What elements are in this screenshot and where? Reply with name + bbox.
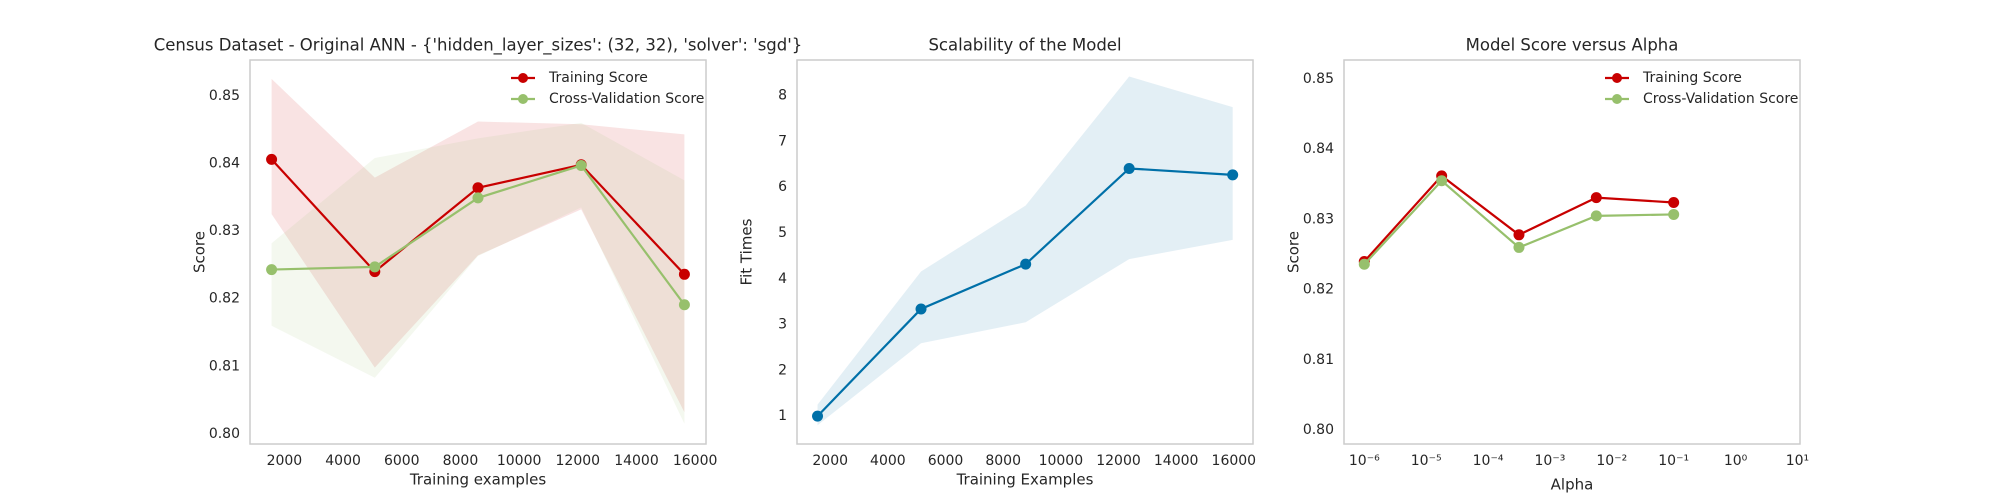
marker	[266, 153, 278, 165]
legend-marker	[518, 94, 528, 104]
x-tick-label: 2000	[267, 453, 303, 469]
x-tick-label: 8000	[985, 453, 1021, 469]
marker	[1668, 208, 1680, 220]
marker	[1227, 169, 1239, 181]
marker	[472, 182, 484, 194]
x-axis-label: Alpha	[1551, 476, 1594, 494]
marker	[369, 261, 381, 273]
x-tick-label: 10000	[497, 453, 542, 469]
x-tick-label: 8000	[443, 453, 479, 469]
x-tick-label: 10⁻⁶	[1349, 453, 1380, 469]
x-tick-label: 14000	[1154, 453, 1199, 469]
legend-marker	[1612, 94, 1622, 104]
y-tick-label: 8	[778, 88, 787, 104]
x-tick-label: 4000	[870, 453, 906, 469]
marker	[678, 268, 690, 280]
marker	[678, 299, 690, 311]
marker	[266, 264, 278, 276]
y-tick-label: 0.81	[209, 358, 240, 374]
x-tick-label: 12000	[556, 453, 601, 469]
x-tick-label: 10⁻⁵	[1411, 453, 1442, 469]
legend-label: Training Score	[1642, 70, 1742, 86]
plot-area	[796, 59, 1254, 445]
x-tick-label: 2000	[812, 453, 848, 469]
marker	[1513, 229, 1525, 241]
x-tick-label: 10⁻⁴	[1473, 453, 1504, 469]
x-tick-label: 10⁰	[1724, 453, 1748, 469]
plot-area	[249, 59, 707, 445]
x-tick-label: 10000	[1039, 453, 1084, 469]
plot-area	[1343, 59, 1801, 445]
marker	[1513, 241, 1525, 253]
y-tick-label: 5	[778, 225, 787, 241]
y-axis-label: Score	[1285, 231, 1303, 273]
band	[271, 122, 685, 424]
legend-marker	[518, 73, 528, 83]
y-tick-label: 2	[778, 362, 787, 378]
marker	[1358, 258, 1370, 270]
y-tick-label: 3	[778, 317, 787, 333]
x-tick-label: 12000	[1096, 453, 1141, 469]
x-tick-label: 14000	[614, 453, 659, 469]
band	[817, 76, 1233, 426]
marker	[575, 159, 587, 171]
y-axis-label: Score	[191, 231, 209, 273]
y-tick-label: 0.80	[209, 426, 240, 442]
x-tick-label: 10⁻¹	[1658, 453, 1689, 469]
y-tick-label: 0.83	[209, 223, 240, 239]
marker	[1436, 175, 1448, 187]
y-tick-label: 0.81	[1303, 352, 1334, 368]
marker	[1590, 210, 1602, 222]
legend-label: Training Score	[548, 70, 648, 86]
marker	[1590, 192, 1602, 204]
y-tick-label: 0.80	[1303, 422, 1334, 438]
chart-title: Model Score versus Alpha	[1466, 36, 1679, 55]
marker	[1020, 258, 1032, 270]
y-tick-label: 4	[778, 271, 787, 287]
x-tick-label: 10⁻³	[1535, 453, 1566, 469]
x-tick-label: 10¹	[1786, 453, 1809, 469]
y-tick-label: 0.84	[209, 155, 240, 171]
marker	[915, 303, 927, 315]
x-axis-label: Training examples	[409, 471, 547, 489]
legend-label: Cross-Validation Score	[549, 91, 704, 107]
y-tick-label: 0.85	[209, 88, 240, 104]
y-tick-label: 0.82	[209, 291, 240, 307]
x-tick-label: 6000	[928, 453, 964, 469]
y-tick-label: 0.85	[1303, 71, 1334, 87]
chart-title: Census Dataset - Original ANN - {'hidden…	[154, 36, 803, 56]
x-tick-label: 4000	[325, 453, 361, 469]
legend-marker	[1612, 73, 1622, 83]
y-axis-label: Fit Times	[738, 218, 756, 285]
x-tick-label: 16000	[673, 453, 718, 469]
y-tick-label: 0.82	[1303, 282, 1334, 298]
marker	[472, 192, 484, 204]
y-tick-label: 0.84	[1303, 141, 1334, 157]
y-tick-label: 7	[778, 133, 787, 149]
marker	[1123, 162, 1135, 174]
x-axis-label: Training Examples	[956, 471, 1094, 489]
chart-title: Scalability of the Model	[928, 36, 1121, 55]
x-tick-label: 6000	[384, 453, 420, 469]
y-tick-label: 0.83	[1303, 211, 1334, 227]
marker	[1668, 197, 1680, 209]
x-tick-label: 16000	[1212, 453, 1257, 469]
y-tick-label: 1	[778, 408, 787, 424]
x-tick-label: 10⁻²	[1596, 453, 1627, 469]
marker	[812, 410, 824, 422]
legend-label: Cross-Validation Score	[1643, 91, 1798, 107]
y-tick-label: 6	[778, 179, 787, 195]
